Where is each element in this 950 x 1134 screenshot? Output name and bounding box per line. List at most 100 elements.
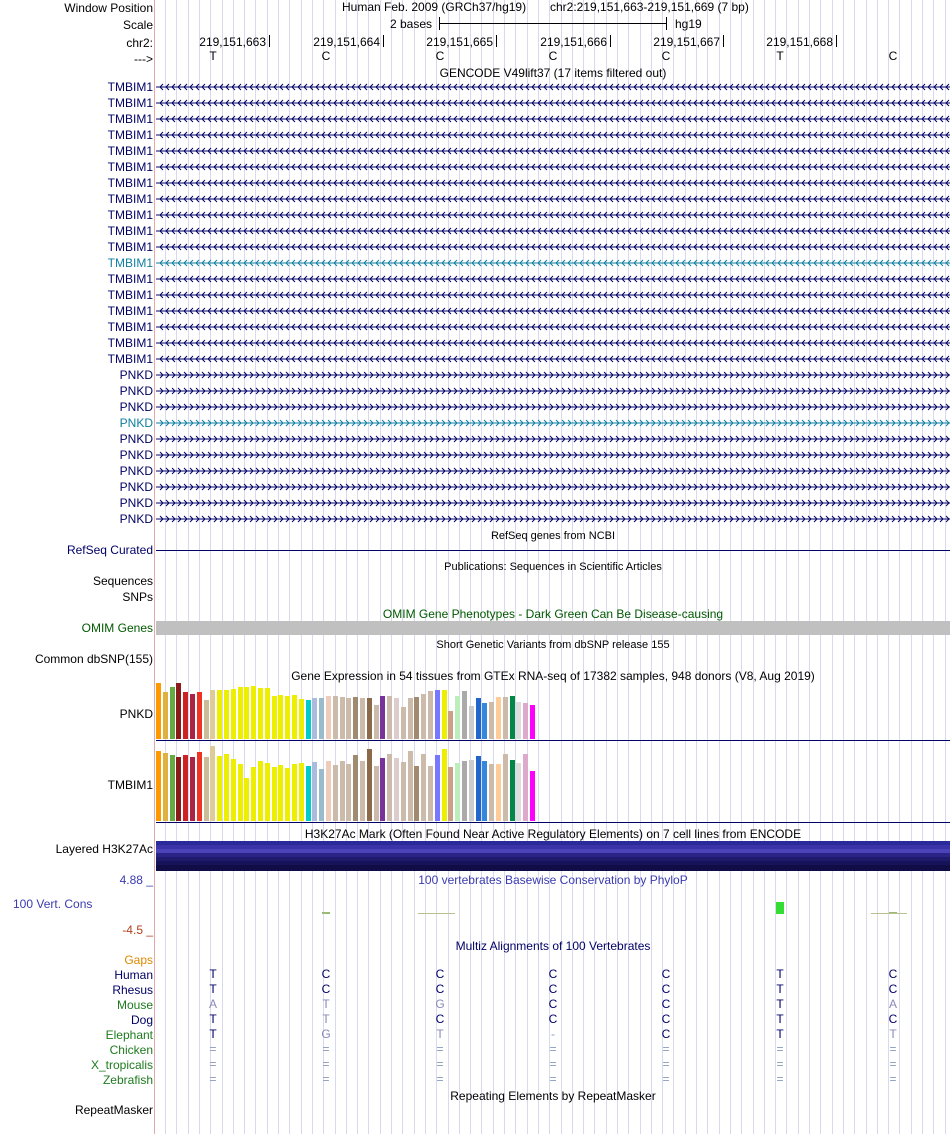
gtex-bar[interactable] <box>367 749 372 821</box>
multiz-species-label[interactable]: Zebrafish <box>102 1073 153 1087</box>
gtex-bar[interactable] <box>217 756 222 821</box>
gtex-bar[interactable] <box>190 694 195 739</box>
cons-score-bar[interactable] <box>322 912 330 914</box>
gencode-transcript[interactable] <box>156 385 950 397</box>
gencode-track-label[interactable]: TMBIM1 <box>107 96 153 110</box>
gencode-track-label[interactable]: TMBIM1 <box>107 144 153 158</box>
multiz-species-label[interactable]: Dog <box>130 1013 153 1027</box>
gencode-track-label[interactable]: PNKD <box>119 448 153 462</box>
gencode-transcript[interactable] <box>156 401 950 413</box>
gencode-transcript[interactable] <box>156 353 950 365</box>
gtex-bar[interactable] <box>217 690 222 739</box>
gencode-track-label[interactable]: TMBIM1 <box>107 224 153 238</box>
gencode-transcript[interactable] <box>156 433 950 445</box>
gtex-bar[interactable] <box>353 755 358 821</box>
gencode-transcript[interactable] <box>156 417 950 429</box>
gtex-bar[interactable] <box>482 703 487 739</box>
gtex-bar[interactable] <box>326 696 331 739</box>
gencode-transcript[interactable] <box>156 449 950 461</box>
gencode-track-label[interactable]: TMBIM1 <box>107 112 153 126</box>
gtex-bar[interactable] <box>530 705 535 739</box>
gtex-bar[interactable] <box>360 761 365 821</box>
gtex-bar[interactable] <box>530 771 535 821</box>
gencode-transcript[interactable] <box>156 481 950 493</box>
gtex-bar[interactable] <box>455 696 460 739</box>
gencode-track-label[interactable]: TMBIM1 <box>107 352 153 366</box>
gencode-transcript[interactable] <box>156 241 950 253</box>
gtex-bar[interactable] <box>306 766 311 821</box>
gtex-bar[interactable] <box>258 688 263 739</box>
gencode-track-label[interactable]: TMBIM1 <box>107 320 153 334</box>
h3k27ac-signal[interactable] <box>156 841 950 871</box>
gencode-track-label[interactable]: PNKD <box>119 464 153 478</box>
multiz-species-label[interactable]: Mouse <box>116 998 153 1012</box>
gtex-bar[interactable] <box>428 691 433 739</box>
sequences-label[interactable]: Sequences <box>92 574 153 588</box>
gencode-track-label[interactable]: TMBIM1 <box>107 336 153 350</box>
gtex-bar[interactable] <box>353 697 358 739</box>
gtex-bar[interactable] <box>156 683 161 739</box>
gtex-bar[interactable] <box>516 763 521 821</box>
gtex-bar[interactable] <box>510 696 515 739</box>
gtex-bar[interactable] <box>435 755 440 821</box>
gtex-bar[interactable] <box>421 754 426 821</box>
gtex-bar[interactable] <box>265 763 270 821</box>
gtex-bar[interactable] <box>285 768 290 821</box>
gtex-bar[interactable] <box>176 683 181 739</box>
gtex-bar[interactable] <box>210 690 215 739</box>
gencode-title[interactable]: GENCODE V49lift37 (17 items filtered out… <box>439 66 667 80</box>
multiz-species-label[interactable]: Elephant <box>105 1028 153 1042</box>
gtex-bar[interactable] <box>421 694 426 739</box>
gtex-bar[interactable] <box>469 706 474 739</box>
gencode-transcript[interactable] <box>156 81 950 93</box>
gtex-bar[interactable] <box>224 754 229 821</box>
gtex-bar[interactable] <box>374 705 379 739</box>
gtex-bar[interactable] <box>197 752 202 821</box>
gtex-bar[interactable] <box>163 692 168 739</box>
gtex-bar[interactable] <box>482 761 487 821</box>
cons-label[interactable]: 100 Vert. Cons <box>13 897 93 911</box>
gencode-track-label[interactable]: PNKD <box>119 496 153 510</box>
gencode-track-label[interactable]: PNKD <box>119 480 153 494</box>
gtex-bar[interactable] <box>476 698 481 739</box>
gtex-bar[interactable] <box>510 760 515 821</box>
gtex-bar[interactable] <box>394 758 399 821</box>
gencode-track-label[interactable]: PNKD <box>119 400 153 414</box>
gtex-bar[interactable] <box>265 688 270 739</box>
gencode-transcript[interactable] <box>156 513 950 525</box>
gtex-bar[interactable] <box>299 763 304 821</box>
h3k27ac-label[interactable]: Layered H3K27Ac <box>55 842 153 856</box>
gtex-bar[interactable] <box>251 767 256 821</box>
gencode-transcript[interactable] <box>156 177 950 189</box>
gtex-bar[interactable] <box>489 702 494 739</box>
gtex-bar[interactable] <box>231 689 236 739</box>
gtex-bar[interactable] <box>278 765 283 821</box>
gtex-bar[interactable] <box>428 766 433 821</box>
gtex-bar[interactable] <box>319 769 324 821</box>
gtex-bar[interactable] <box>496 697 501 739</box>
gtex-bar[interactable] <box>285 696 290 739</box>
gtex-bar[interactable] <box>170 687 175 739</box>
gtex-bar[interactable] <box>258 761 263 821</box>
gencode-track-label[interactable]: PNKD <box>119 512 153 526</box>
gtex-bar[interactable] <box>367 698 372 739</box>
gencode-transcript[interactable] <box>156 273 950 285</box>
cons-score-bar[interactable] <box>776 902 784 914</box>
gtex-bar[interactable] <box>442 690 447 739</box>
position-label[interactable]: chr2:219,151,663-219,151,669 (7 bp) <box>550 0 749 14</box>
gtex-bar[interactable] <box>231 759 236 821</box>
gencode-transcript[interactable] <box>156 193 950 205</box>
multiz-species-label[interactable]: X_tropicalis <box>90 1058 153 1072</box>
gtex-gene-label-pnkd[interactable]: PNKD <box>119 707 153 721</box>
gtex-bar[interactable] <box>238 687 243 739</box>
gencode-transcript[interactable] <box>156 209 950 221</box>
gtex-bar[interactable] <box>387 754 392 821</box>
gencode-track-label[interactable]: TMBIM1 <box>107 304 153 318</box>
gtex-bar[interactable] <box>292 764 297 821</box>
gtex-bar[interactable] <box>523 703 528 739</box>
gtex-bar[interactable] <box>476 756 481 821</box>
omim-label[interactable]: OMIM Genes <box>81 621 153 635</box>
gtex-bar[interactable] <box>387 696 392 739</box>
gtex-bar[interactable] <box>333 696 338 739</box>
gencode-track-label[interactable]: PNKD <box>119 432 153 446</box>
